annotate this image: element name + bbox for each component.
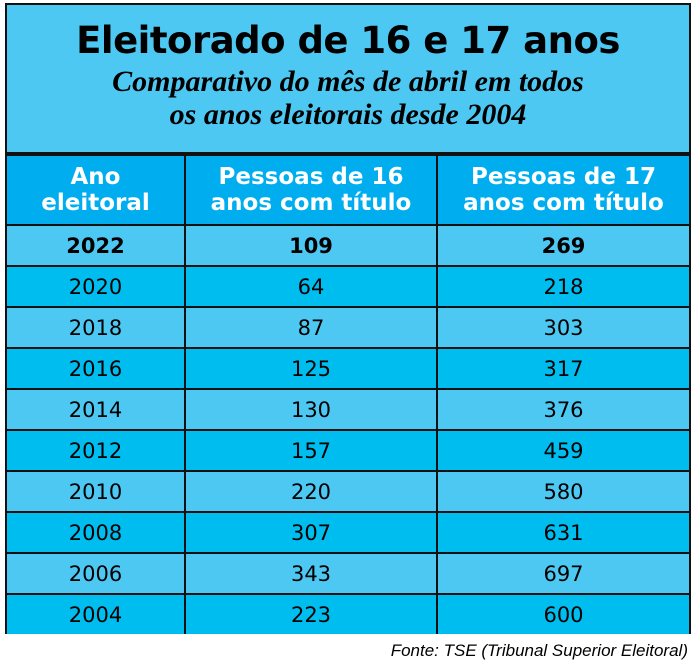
cell-age-16: 130 <box>184 388 438 431</box>
cell-year: 2018 <box>7 306 186 349</box>
table-row: 2016 125 317 <box>7 347 689 390</box>
cell-age-16: 307 <box>184 511 438 554</box>
cell-year: 2004 <box>7 593 186 634</box>
header-row: Ano eleitoral Pessoas de 16 anos com títul… <box>7 154 689 226</box>
chart-title: Eleitorado de 16 e 17 anos <box>76 19 620 62</box>
table-row: 2006 343 697 <box>7 552 689 595</box>
table-row: 2010 220 580 <box>7 470 689 513</box>
voters-table: Ano eleitoral Pessoas de 16 anos com títul… <box>7 154 689 634</box>
table-row: 2008 307 631 <box>7 511 689 554</box>
table-row: 2012 157 459 <box>7 429 689 472</box>
header-line: anos com título <box>463 190 664 216</box>
subtitle-line-2: os anos eleitorais desde 2004 <box>169 98 527 131</box>
cell-age-16: 223 <box>184 593 438 634</box>
cell-age-17: 376 <box>436 388 689 431</box>
cell-year: 2012 <box>7 429 186 472</box>
cell-age-17: 303 <box>436 306 689 349</box>
cell-age-17: 218 <box>436 265 689 308</box>
cell-age-17: 269 <box>436 224 689 267</box>
cell-age-17: 631 <box>436 511 689 554</box>
header-year: Ano eleitoral <box>7 154 186 226</box>
table-row: 2004 223 600 <box>7 593 689 634</box>
header-line: Pessoas de 17 <box>471 164 656 190</box>
cell-age-16: 157 <box>184 429 438 472</box>
header-age-17: Pessoas de 17 anos com título <box>436 154 689 226</box>
cell-year: 2010 <box>7 470 186 513</box>
cell-age-16: 109 <box>184 224 438 267</box>
cell-age-16: 87 <box>184 306 438 349</box>
subtitle-line-1: Comparativo do mês de abril em todos <box>112 65 584 98</box>
cell-age-16: 220 <box>184 470 438 513</box>
header-line: Ano <box>70 164 121 190</box>
cell-age-17: 459 <box>436 429 689 472</box>
cell-age-17: 317 <box>436 347 689 390</box>
chart-subtitle: Comparativo do mês de abril em todos os … <box>7 65 689 131</box>
cell-age-16: 125 <box>184 347 438 390</box>
cell-year: 2016 <box>7 347 186 390</box>
cell-age-16: 64 <box>184 265 438 308</box>
header-age-16: Pessoas de 16 anos com título <box>184 154 438 226</box>
source-note: Fonte: TSE (Tribunal Superior Eleitoral) <box>390 641 688 660</box>
cell-age-17: 600 <box>436 593 689 634</box>
cell-year: 2022 <box>7 224 186 267</box>
header-line: eleitoral <box>41 190 150 216</box>
header-line: Pessoas de 16 <box>218 164 404 190</box>
cell-year: 2006 <box>7 552 186 595</box>
table-row: 2018 87 303 <box>7 306 689 349</box>
header-line: anos com título <box>210 190 412 216</box>
table-row: 2020 64 218 <box>7 265 689 308</box>
data-table-card: Eleitorado de 16 e 17 anos Comparativo d… <box>5 3 691 634</box>
cell-year: 2014 <box>7 388 186 431</box>
title-block: Eleitorado de 16 e 17 anos Comparativo d… <box>7 5 689 154</box>
table-row: 2014 130 376 <box>7 388 689 431</box>
cell-age-17: 580 <box>436 470 689 513</box>
table-row: 2022 109 269 <box>7 224 689 267</box>
cell-age-16: 343 <box>184 552 438 595</box>
cell-year: 2020 <box>7 265 186 308</box>
cell-age-17: 697 <box>436 552 689 595</box>
cell-year: 2008 <box>7 511 186 554</box>
